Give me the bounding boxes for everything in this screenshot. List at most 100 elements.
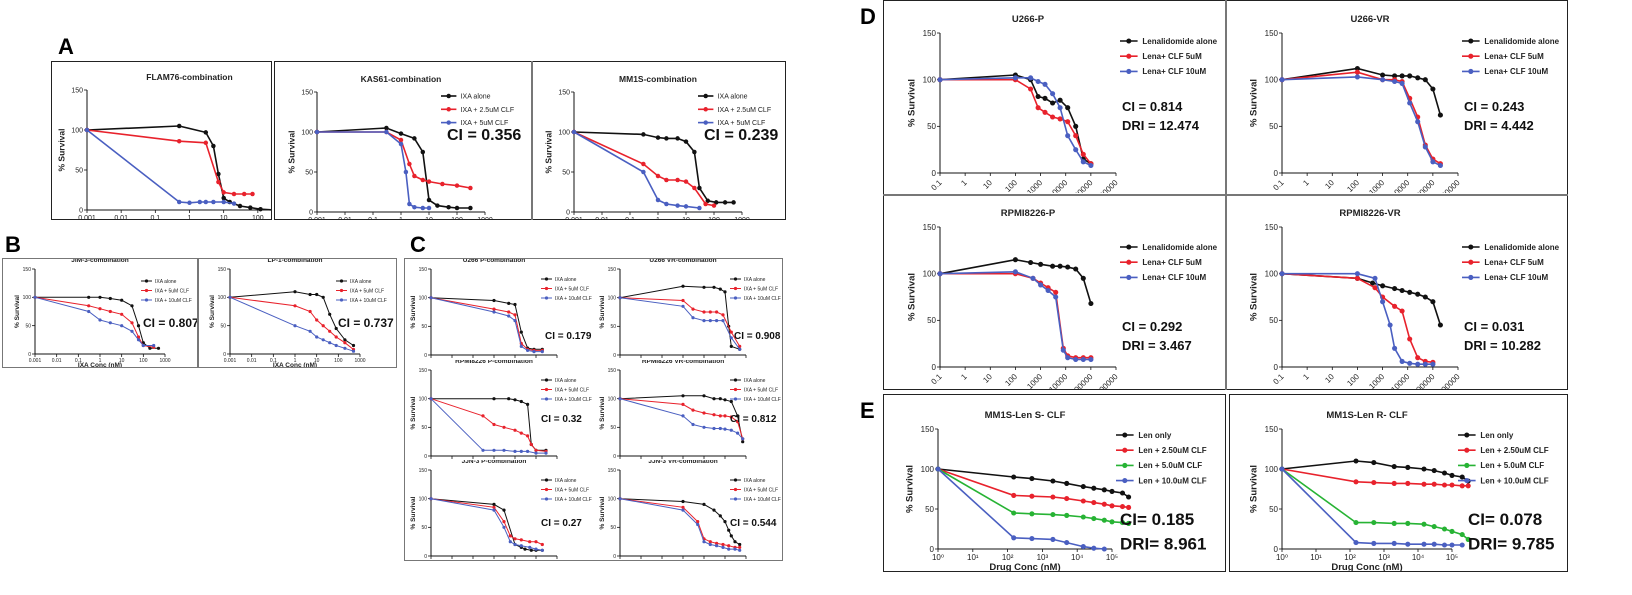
data-point-lenalidomide-alone	[1073, 123, 1079, 129]
y-tick-label: 150	[608, 368, 617, 374]
legend-label: IXA + 5uM CLF	[555, 487, 589, 493]
y-axis-label: % Survival	[209, 295, 216, 328]
y-tick-label: 150	[1265, 29, 1279, 38]
data-point-len-5-0um-clf	[1421, 521, 1427, 527]
legend-label: IXA + 10uM CLF	[155, 298, 192, 304]
x-tick-label: 100000	[1411, 372, 1437, 389]
data-point-len-10-0um-clf	[1091, 545, 1097, 551]
data-point-ixa-5um-clf	[526, 434, 530, 438]
data-point-ixa-5um-clf	[664, 201, 669, 207]
data-point-len-only	[1421, 466, 1427, 472]
legend-marker	[446, 120, 451, 125]
chart-title: LP-1-combination	[268, 259, 323, 264]
x-tick-label: 10⁴	[1412, 553, 1425, 562]
y-tick-label: 150	[1265, 223, 1279, 232]
data-point-ixa-alone	[681, 394, 685, 398]
x-tick-label: 10000	[1047, 372, 1069, 389]
data-point-ixa-10um-clf	[152, 343, 156, 348]
data-point-ixa-5um-clf	[727, 544, 731, 548]
x-tick-label: 10	[220, 215, 228, 219]
data-point-lena-clf-10um	[937, 271, 943, 277]
legend-label: IXA + 10uM CLF	[744, 296, 781, 302]
x-tick-label: 10²	[1002, 553, 1014, 562]
x-tick-label: 10³	[1378, 553, 1390, 562]
series-line-lenalidomide-alone	[1281, 67, 1442, 116]
x-tick-label: 1000000	[1091, 178, 1120, 193]
data-point-ixa-alone	[343, 338, 347, 342]
legend-label: IXA + 2.5uM CLF	[461, 107, 514, 114]
data-point-lena-clf-10um	[1392, 78, 1398, 85]
legend-marker	[544, 387, 549, 392]
legend-label: IXA alone	[155, 279, 177, 285]
data-point-ixa-alone	[507, 397, 511, 401]
series-line-len-5-0um-clf	[1281, 468, 1469, 541]
data-point-ixa-5um-clf	[702, 310, 706, 314]
data-point-ixa-10um-clf	[308, 329, 312, 333]
data-point-ixa-alone	[108, 296, 112, 301]
data-point-ixa-10um-clf	[519, 449, 523, 453]
data-point-ixa-10um-clf	[293, 324, 297, 328]
data-point-ixa-alone	[492, 397, 496, 401]
series-line-lena-clf-5um	[1281, 272, 1433, 364]
data-point-ixa-10um-clf	[492, 508, 496, 512]
y-axis-label: % Survival	[599, 496, 606, 529]
data-point-ixa-10um-clf	[727, 547, 731, 551]
data-point-lenalidomide-alone	[1073, 266, 1079, 272]
data-point-ixa-5um-clf	[507, 310, 511, 314]
data-point-ixa-5um-clf	[715, 541, 719, 545]
x-tick-label: 0.01	[114, 215, 128, 219]
panel-letter-c: C	[410, 232, 426, 257]
legend-marker	[1126, 68, 1132, 74]
data-point-lenalidomide-alone	[1028, 259, 1034, 266]
data-point-ixa-10um-clf	[98, 318, 102, 322]
data-point-lenalidomide-alone	[1035, 93, 1041, 100]
x-tick-label: 100	[1345, 372, 1361, 388]
data-point-lena-clf-5um	[1354, 275, 1360, 281]
legend-marker	[544, 397, 549, 401]
chart-title: U266 VR-combination	[649, 259, 716, 264]
data-point-ixa-10um-clf	[718, 426, 722, 431]
data-point-len-2-50um-clf	[1371, 480, 1377, 486]
data-point-lena-clf-10um	[1088, 356, 1094, 363]
data-point-ixa-10um-clf	[540, 350, 544, 354]
y-tick-label: 50	[421, 425, 427, 431]
dri-annotation: DRI = 3.467	[1122, 338, 1192, 353]
ci-annotation: CI = 0.243	[1464, 99, 1524, 114]
legend-marker	[1126, 274, 1132, 280]
data-point-len-2-50um-clf	[1459, 483, 1465, 489]
data-point-ixa-2-5um-clf	[454, 183, 460, 188]
chart-flam76: FLAM76-combination 0 50 100 150 0.001 0.01 0.1 1…	[57, 72, 271, 219]
panel-e-frame-right	[1229, 394, 1568, 572]
legend-marker	[733, 478, 738, 482]
data-point-ixa-10um-clf	[502, 525, 506, 529]
data-point-ixa-5um-clf	[502, 425, 506, 429]
data-point-ixa-10um-clf	[513, 542, 517, 547]
data-point-ixa-2-5um-clf	[711, 203, 717, 208]
y-tick-label: 50	[1269, 505, 1278, 514]
y-tick-label: 50	[1269, 122, 1278, 131]
data-point-ixa-alone	[203, 130, 209, 135]
data-point-lenalidomide-alone	[1088, 300, 1094, 307]
series-line-ixa-5um-clf	[430, 498, 543, 545]
data-point-len-only	[1459, 474, 1465, 480]
data-point-ixa-alone	[258, 206, 263, 212]
data-point-len-2-50um-clf	[1064, 496, 1070, 502]
data-point-len-2-50um-clf	[1091, 500, 1097, 506]
data-point-ixa-alone	[681, 284, 685, 288]
legend-label: IXA + 5uM CLF	[555, 387, 589, 393]
data-point-ixa-alone	[454, 205, 460, 211]
legend-marker	[544, 286, 549, 291]
chart-title: JIM-3-combination	[71, 259, 128, 264]
data-point-len-10-0um-clf	[1405, 541, 1411, 547]
chart-title: KAS61-combination	[361, 74, 442, 84]
data-point-ixa-10um-clf	[481, 448, 485, 452]
data-point-lena-clf-5um	[1053, 289, 1059, 295]
data-point-ixa-10um-clf	[351, 349, 356, 353]
legend-marker	[1122, 447, 1128, 453]
x-tick-label: 1	[188, 215, 192, 219]
x-tick-label: 0.01	[595, 217, 609, 219]
legend-label: IXA alone	[744, 378, 766, 384]
data-point-lenalidomide-alone	[1042, 95, 1048, 101]
data-point-len-2-50um-clf	[1391, 480, 1397, 486]
legend-label: Lenalidomide alone	[1142, 37, 1217, 46]
